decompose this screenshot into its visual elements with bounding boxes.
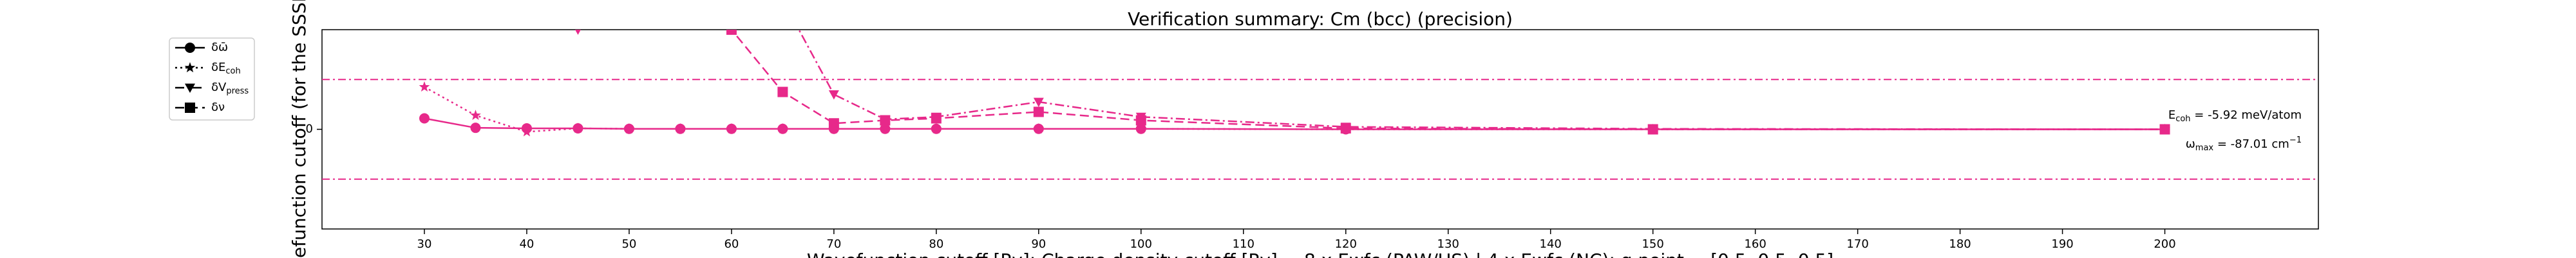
annotation-text: = -87.01 cm [2213, 137, 2289, 151]
annotation-sub: coh [2175, 114, 2190, 124]
marker [726, 123, 737, 134]
marker [880, 115, 891, 126]
y-axis-label: efunction cutoff (for the SSSP [289, 0, 310, 258]
legend-label: δVpress [211, 81, 249, 96]
x-tick-label: 80 [929, 237, 943, 251]
marker [828, 118, 839, 129]
legend-label-sub: press [226, 86, 249, 96]
x-tick-label: 70 [826, 237, 841, 251]
marker [675, 0, 685, 5]
legend-label-base: δν [211, 101, 225, 114]
marker [185, 103, 195, 113]
marker [1340, 123, 1351, 134]
annotation: Ecoh = -5.92 meV/atom [2168, 108, 2302, 124]
marker [777, 86, 788, 97]
legend-label: δν [211, 101, 225, 114]
marker [419, 81, 430, 92]
marker [931, 123, 942, 134]
x-tick-label: 30 [417, 237, 432, 251]
annotation-base: E [2168, 108, 2175, 122]
marker [1135, 123, 1147, 134]
x-tick-label: 200 [2154, 237, 2175, 251]
annotation-base: ω [2186, 137, 2195, 151]
annotation-sup: −1 [2289, 135, 2302, 145]
plot [322, 0, 2318, 180]
chart-title: Verification summary: Cm (bcc) (precisio… [1128, 8, 1513, 30]
x-tick-label: 60 [724, 237, 739, 251]
legend [169, 37, 255, 121]
legend-label-base: δω̄ [211, 41, 228, 54]
marker [185, 43, 195, 53]
marker [777, 123, 788, 134]
marker [1647, 124, 1658, 135]
marker [828, 90, 839, 100]
y-tick-label: 0 [306, 123, 313, 136]
x-tick-label: 100 [1130, 237, 1152, 251]
marker [184, 62, 196, 73]
series-line [576, 30, 2165, 130]
marker [777, 0, 788, 5]
marker [726, 30, 737, 35]
marker [419, 113, 430, 124]
x-tick-label: 90 [1031, 237, 1046, 251]
marker [574, 30, 581, 35]
annotation: ωmax = -87.01 cm−1 [2186, 135, 2302, 153]
series-line [730, 30, 2165, 130]
marker [470, 110, 481, 120]
x-tick-label: 190 [2051, 237, 2073, 251]
x-tick-label: 110 [1233, 237, 1255, 251]
x-tick-label: 50 [621, 237, 636, 251]
legend-label: δEcoh [211, 61, 241, 76]
legend-label-base: δV [211, 81, 227, 94]
series-line [424, 117, 2165, 130]
marker [675, 123, 686, 134]
marker [185, 83, 195, 93]
x-tick-label: 130 [1437, 237, 1459, 251]
x-tick-label: 40 [519, 237, 534, 251]
marker [1033, 123, 1045, 134]
annotation-sub: max [2195, 143, 2214, 153]
marker [521, 126, 533, 137]
x-tick-label: 180 [1949, 237, 1971, 251]
marker [470, 123, 481, 134]
legend-label-base: δE [211, 61, 225, 74]
legend-label: δω̄ [211, 41, 228, 54]
x-tick-label: 160 [1744, 237, 1766, 251]
x-tick-label: 140 [1540, 237, 1562, 251]
marker [1033, 106, 1044, 117]
x-tick-label: 170 [1846, 237, 1868, 251]
marker [879, 123, 891, 134]
marker [2159, 124, 2170, 135]
x-tick-label: 120 [1335, 237, 1357, 251]
marker [931, 113, 942, 124]
marker [623, 123, 635, 134]
annotation-text: = -5.92 meV/atom [2191, 108, 2302, 122]
x-axis-label: Wavefunction cutoff [Ry]; Charge density… [807, 250, 1833, 258]
marker [573, 123, 583, 134]
marker [1033, 97, 1044, 108]
marker [1135, 115, 1146, 126]
x-tick-label: 150 [1642, 237, 1663, 251]
legend-label-sub: coh [225, 66, 240, 76]
